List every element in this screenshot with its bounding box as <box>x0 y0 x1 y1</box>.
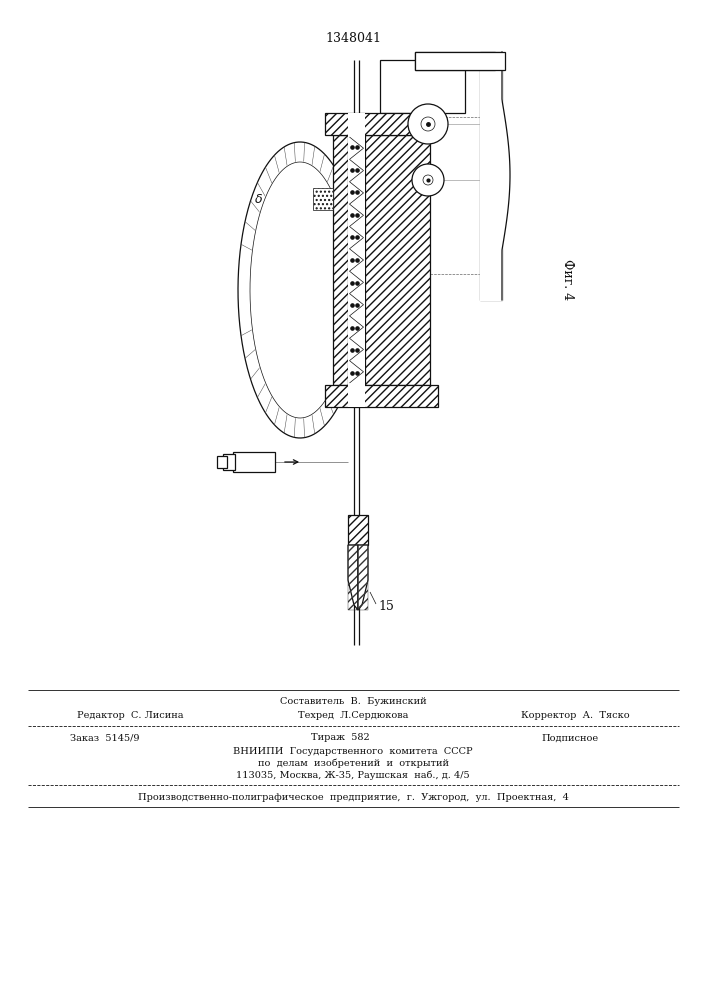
Text: 113035, Москва, Ж-35, Раушская  наб., д. 4/5: 113035, Москва, Ж-35, Раушская наб., д. … <box>236 770 470 780</box>
Text: Редактор  С. Лисина: Редактор С. Лисина <box>77 712 183 720</box>
Bar <box>217 456 227 468</box>
Text: Составитель  В.  Бужинский: Составитель В. Бужинский <box>280 698 426 706</box>
Text: 1348041: 1348041 <box>325 32 381 45</box>
Circle shape <box>423 175 433 185</box>
Text: ВНИИПИ  Государственного  комитета  СССР: ВНИИПИ Государственного комитета СССР <box>233 746 473 756</box>
Bar <box>358 545 368 610</box>
Bar <box>380 60 465 113</box>
Bar <box>233 452 275 472</box>
Text: Тираж  582: Тираж 582 <box>310 734 369 742</box>
Polygon shape <box>348 545 358 610</box>
Polygon shape <box>238 142 362 438</box>
Circle shape <box>412 164 444 196</box>
Circle shape <box>408 104 448 144</box>
Circle shape <box>421 117 435 131</box>
Text: δ: δ <box>255 193 262 206</box>
Text: Подписное: Подписное <box>542 734 599 742</box>
Text: Техред  Л.Сердюкова: Техред Л.Сердюкова <box>298 712 408 720</box>
Bar <box>348 515 368 545</box>
Polygon shape <box>250 162 350 418</box>
Bar <box>415 52 495 70</box>
Text: Производственно-полиграфическое  предприятие,  г.  Ужгород,  ул.  Проектная,  4: Производственно-полиграфическое предприя… <box>138 792 568 802</box>
Bar <box>348 545 358 610</box>
Text: Фиг. 4: Фиг. 4 <box>561 259 575 301</box>
Bar <box>480 52 502 300</box>
Bar <box>348 113 365 407</box>
Text: 15: 15 <box>378 600 394 613</box>
Bar <box>313 188 333 210</box>
Bar <box>365 135 430 385</box>
Bar <box>333 135 348 385</box>
Text: Заказ  5145/9: Заказ 5145/9 <box>70 734 140 742</box>
Polygon shape <box>358 545 368 610</box>
Bar <box>325 385 438 407</box>
Bar <box>223 454 235 470</box>
Text: по  делам  изобретений  и  открытий: по делам изобретений и открытий <box>257 758 448 768</box>
Bar <box>325 113 438 135</box>
Bar <box>415 52 505 70</box>
Text: Корректор  А.  Тяско: Корректор А. Тяско <box>520 712 629 720</box>
